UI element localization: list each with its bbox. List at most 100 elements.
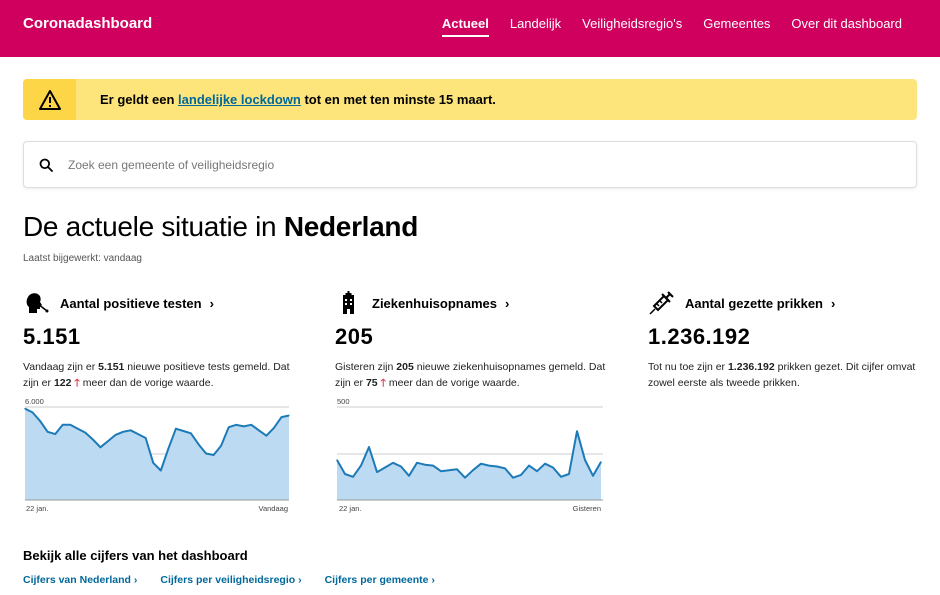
chart-point — [488, 465, 490, 467]
chart-point — [265, 435, 267, 437]
arrow-up-icon: 🡑 — [380, 377, 387, 389]
card-positive-tests: Aantal positieve testen › 5.151 Vandaag … — [23, 291, 303, 391]
x-end-label: Gisteren — [573, 504, 601, 513]
search-box — [23, 141, 917, 188]
chart-point — [62, 424, 64, 426]
chart-point — [228, 426, 230, 428]
chart-point — [592, 475, 594, 477]
x-start-label: 22 jan. — [26, 504, 49, 513]
desc-text: Vandaag zijn er — [23, 361, 99, 373]
chart-point — [175, 428, 177, 430]
desc-text: Gisteren zijn — [335, 361, 397, 373]
card-header-hospital-admissions[interactable]: Ziekenhuisopnames › — [335, 291, 615, 315]
chart-series — [24, 407, 290, 500]
link-cijfers-veiligheidsregio[interactable]: Cijfers per veiligheidsregio › — [160, 574, 302, 586]
positive-test-icon — [26, 293, 49, 313]
link-cijfers-gemeente[interactable]: Cijfers per gemeente › — [324, 574, 435, 586]
chevron-right-icon: › — [831, 295, 836, 311]
chart-point — [182, 430, 184, 432]
chart-point — [384, 466, 386, 469]
chart-point — [197, 443, 200, 445]
chart-point — [220, 445, 222, 447]
desc-delta: 75 — [365, 377, 378, 389]
chart-point — [99, 446, 101, 448]
chart-point — [568, 473, 570, 475]
brand-logo[interactable]: Coronadashboard — [23, 15, 153, 32]
chart-point — [235, 424, 237, 426]
desc-value: 205 — [396, 361, 414, 373]
nav-item-landelijk[interactable]: Landelijk — [509, 16, 562, 31]
card-value-hospital-admissions: 205 — [335, 324, 374, 349]
nav-item-over-dit-dashboard[interactable]: Over dit dashboard — [791, 16, 902, 31]
x-start-label: 22 jan. — [339, 504, 362, 513]
desc-text: nieuwe ziekenhuisopnames gemeld. Dat zij… — [335, 361, 606, 389]
chart-point — [54, 433, 56, 435]
hospital-admissions-chart: 500 22 jan. Gisteren — [336, 397, 603, 513]
chart-point — [24, 408, 26, 410]
chart-point — [130, 429, 132, 431]
alert-text: Er geldt een landelijke lockdown tot en … — [100, 92, 496, 107]
card-vaccinations: Aantal gezette prikken › 1.236.192 Tot n… — [648, 291, 928, 391]
card-desc-vaccinations: Tot nu toe zijn er 1.236.192 prikken gez… — [648, 359, 923, 391]
bottom-title: Bekijk alle cijfers van het dashboard — [23, 548, 248, 563]
search-icon — [39, 158, 53, 172]
chart-point — [528, 465, 530, 467]
warning-icon — [38, 89, 61, 110]
nav-item-gemeentes[interactable]: Gemeentes — [703, 16, 771, 31]
chart-point — [31, 411, 34, 413]
search-input[interactable] — [68, 157, 868, 172]
chart-point — [258, 429, 260, 431]
chevron-right-icon: › — [504, 295, 510, 311]
chart-point — [536, 470, 538, 472]
chart-point — [243, 425, 245, 427]
y-max-label: 500 — [337, 397, 350, 406]
lockdown-link[interactable]: landelijke lockdown — [178, 92, 301, 107]
chart-point — [137, 433, 139, 435]
bottom-links: Cijfers van Nederland › Cijfers per veil… — [23, 574, 435, 586]
chart-point — [496, 465, 498, 468]
link-cijfers-nederland[interactable]: Cijfers van Nederland › — [23, 574, 138, 586]
card-header-vaccinations[interactable]: Aantal gezette prikken › — [648, 291, 928, 315]
chart-series — [336, 430, 602, 500]
desc-text: meer dan de vorige waarde. — [79, 377, 214, 389]
chart-point — [160, 469, 162, 472]
arrow-up-icon: 🡑 — [74, 377, 80, 389]
card-hospital-admissions: Ziekenhuisopnames › 205 Gisteren zijn 20… — [335, 291, 615, 391]
chart-point — [400, 465, 402, 468]
chart-point — [504, 467, 506, 469]
chart-point — [472, 469, 474, 471]
desc-text: nieuwe positieve tests gemeld. Dat zijn … — [23, 361, 290, 389]
nav-item-actueel[interactable]: Actueel — [441, 16, 489, 37]
chart-point — [92, 438, 94, 441]
desc-value: 5.151 — [98, 361, 125, 373]
hospital-icon — [343, 291, 354, 314]
card-header-positive-tests[interactable]: Aantal positieve testen › — [23, 291, 303, 315]
chart-point — [280, 416, 283, 418]
chart-point — [520, 474, 522, 476]
chart-point — [440, 470, 442, 472]
chart-point — [122, 431, 124, 433]
chart-point — [464, 477, 466, 479]
card-label-hospital-admissions: Ziekenhuisopnames — [372, 295, 497, 311]
card-desc-positive-tests: Vandaag zijn er 5.151 nieuwe positieve t… — [23, 359, 298, 391]
chart-point — [560, 476, 562, 478]
chevron-right-icon: › — [209, 295, 214, 311]
desc-text: prikken gezet. Dit cijfer omvat zowel ee… — [648, 361, 916, 389]
x-end-label: Vandaag — [259, 504, 288, 513]
nav-item-veiligheidsregios[interactable]: Veiligheidsregio's — [582, 16, 683, 31]
chart-point — [512, 477, 514, 479]
chart-point — [145, 437, 147, 439]
chart-point — [152, 462, 154, 464]
chart-point — [344, 473, 346, 475]
top-bar: Coronadashboard Actueel Landelijk Veilig… — [0, 0, 940, 57]
chart-point — [392, 462, 394, 464]
chart-point — [584, 459, 586, 461]
chart-point — [600, 461, 602, 463]
chart-point — [69, 424, 71, 426]
desc-value: 1.236.192 — [727, 361, 775, 373]
chart-point — [114, 434, 117, 436]
alert-text-before: Er geldt een — [100, 92, 179, 107]
chart-point — [448, 469, 450, 471]
alert-icon-box — [23, 79, 76, 120]
chart-point — [250, 424, 252, 426]
